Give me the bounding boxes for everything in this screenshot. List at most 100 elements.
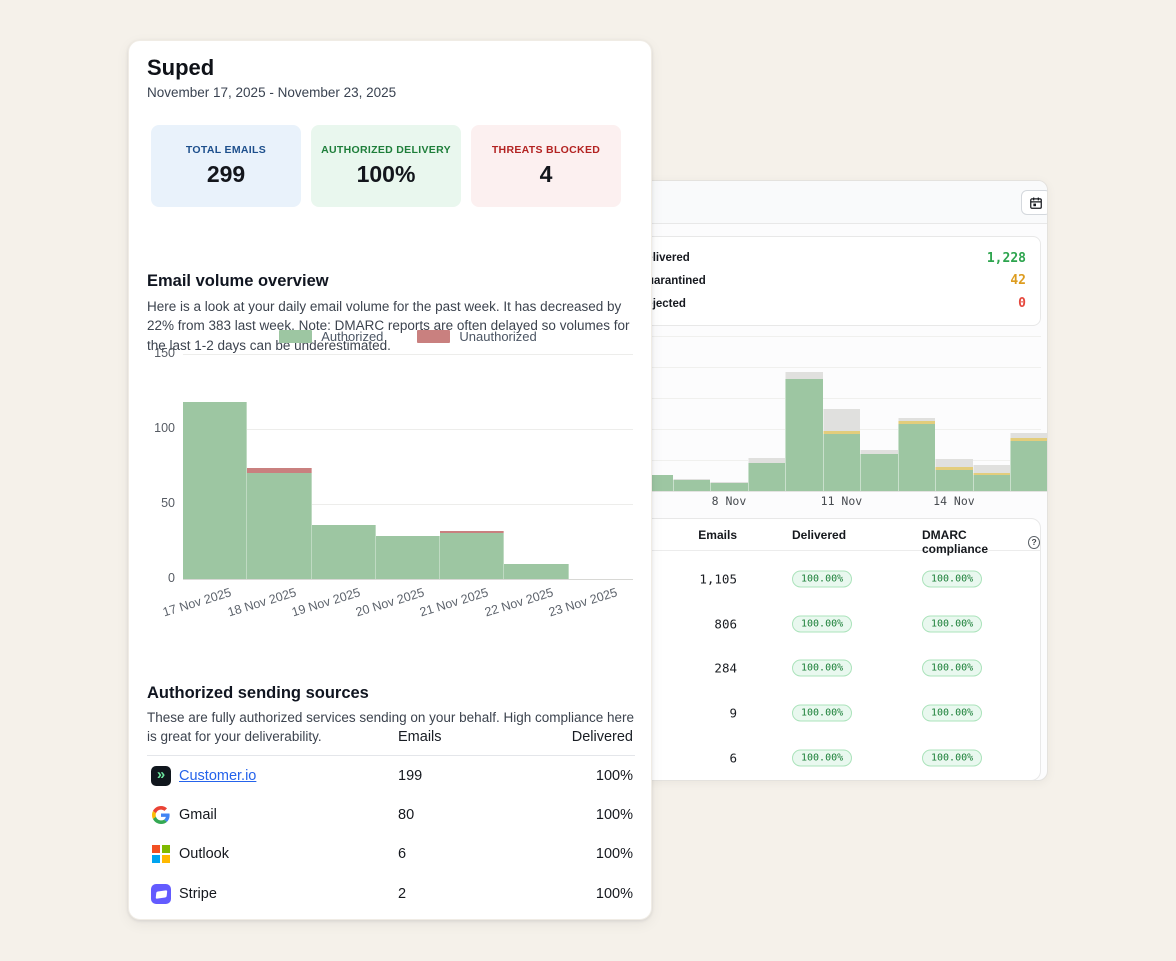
bar-delivered	[972, 475, 1011, 491]
y-axis-label: 150	[154, 346, 175, 360]
stat-value: 100%	[356, 160, 416, 187]
gridline	[609, 398, 1041, 399]
column-header-dmarc: DMARC compliance ?	[922, 528, 1040, 556]
bar-quarantined	[1010, 438, 1047, 441]
gridline	[183, 354, 633, 355]
gridline	[609, 336, 1041, 337]
table-row: 1,105 100.00% 100.00%	[622, 557, 1040, 602]
x-axis-label: 11 Nov	[820, 494, 863, 508]
dashboard-topbar	[601, 181, 1047, 224]
cell-emails: 2	[398, 885, 407, 902]
stat-value: 1,228	[986, 250, 1026, 266]
table-row: 284 100.00% 100.00%	[622, 646, 1040, 691]
help-circle-icon[interactable]: ?	[1028, 535, 1040, 549]
sources-section-description: These are fully authorized services send…	[147, 710, 635, 745]
cell-emails: 806	[714, 616, 737, 632]
bar-delivered	[1010, 441, 1047, 491]
delivered-badge: 100.00%	[792, 704, 853, 722]
cell-delivered: 100%	[595, 767, 633, 784]
legend-swatch-unauthorized	[417, 330, 451, 343]
stripe-icon	[151, 883, 171, 904]
x-axis-label-text: 17 Nov 2025	[161, 585, 234, 620]
dmarc-header-label: DMARC compliance	[922, 528, 989, 556]
outlook-icon	[152, 845, 170, 864]
sources-table-header: Emails Delivered	[147, 721, 635, 756]
ms-square	[152, 855, 160, 864]
stat-value: 42	[1010, 273, 1026, 289]
ms-square	[162, 845, 170, 854]
source-row: Outlook 6 100%	[147, 835, 635, 874]
table-row: 806 100.00% 100.00%	[622, 602, 1040, 647]
bar-other	[785, 372, 823, 379]
bar-other	[710, 482, 748, 483]
dmarc-table-header: Emails Delivered DMARC compliance ?	[622, 519, 1040, 556]
bar-authorized	[311, 525, 376, 579]
cell-emails: 284	[714, 660, 737, 676]
x-axis-label-text: 18 Nov 2025	[225, 585, 298, 620]
delivered-badge: 100.00%	[792, 659, 853, 677]
source-name[interactable]: Customer.io	[179, 767, 257, 784]
dmarc-badge: 100.00%	[922, 570, 983, 588]
stat-row-rejected: Rejected 0	[638, 296, 1026, 311]
gridline	[609, 367, 1041, 368]
x-axis-label-text: 19 Nov 2025	[289, 585, 362, 620]
x-axis-label-text: 23 Nov 2025	[547, 585, 619, 620]
bar-other	[672, 479, 711, 480]
cell-delivered: 100%	[595, 807, 633, 824]
dmarc-table-body: 1,105 100.00% 100.00% 806 100.00% 100.00% 284 1…	[622, 551, 1040, 780]
bar-authorized	[247, 472, 312, 579]
gmail-icon	[152, 806, 170, 825]
x-axis-line	[183, 579, 633, 580]
x-axis-label-text: 20 Nov 2025	[354, 585, 427, 620]
delivered-badge: 100.00%	[792, 570, 853, 588]
bar-other	[972, 465, 1011, 473]
x-axis-label-text: 21 Nov 2025	[418, 585, 491, 620]
table-row: 6 100.00% 100.00%	[622, 735, 1040, 780]
bar-quarantined	[972, 473, 1011, 475]
bar-other	[747, 458, 786, 463]
delivered-badge: 100.00%	[792, 615, 853, 633]
volume-section-description: Here is a look at your daily email volum…	[147, 299, 630, 353]
source-icon-wrap	[151, 883, 171, 904]
bar-unauthorized	[440, 531, 505, 533]
y-axis-label: 50	[161, 496, 175, 510]
bar-authorized	[375, 535, 441, 579]
bar-other	[1010, 433, 1047, 438]
cell-delivered: 100%	[595, 885, 633, 902]
bar-quarantined	[822, 431, 861, 434]
bar-delivered	[860, 454, 898, 491]
x-axis-label: 14 Nov	[933, 494, 975, 508]
bar-other	[935, 459, 973, 467]
source-row: » Customer.io 199 100%	[147, 756, 635, 795]
ms-square	[152, 845, 160, 854]
bar-authorized	[440, 532, 505, 579]
volume-section-heading: Email volume overview	[147, 272, 329, 290]
x-axis-line	[601, 491, 1047, 492]
bar-delivered	[672, 480, 711, 491]
stat-total-emails: TOTAL EMAILS 299	[151, 125, 301, 207]
sources-table: Emails Delivered » Customer.io 199 100% Gmai…	[147, 721, 635, 914]
y-axis-label: 0	[168, 571, 175, 585]
bar-delivered	[747, 463, 786, 491]
dmarc-badge: 100.00%	[922, 615, 983, 633]
dashboard-volume-chart: 8 Nov 11 Nov 14 Nov	[601, 331, 1047, 509]
bar-delivered	[897, 424, 936, 491]
bar-unauthorized	[247, 468, 312, 473]
report-card: Suped November 17, 2025 - November 23, 2…	[128, 40, 652, 920]
sources-section-heading: Authorized sending sources	[147, 684, 369, 702]
delivered-badge: 100.00%	[792, 749, 853, 767]
cell-delivered: 100%	[595, 846, 633, 863]
bar-delivered	[822, 434, 861, 491]
cell-emails: 199	[398, 767, 423, 784]
date-range-button[interactable]	[1021, 190, 1047, 215]
stat-label: TOTAL EMAILS	[185, 144, 267, 157]
column-header-delivered: Delivered	[792, 528, 847, 542]
source-name: Outlook	[179, 846, 229, 863]
legend-item: Unauthorized	[417, 329, 537, 344]
customerio-icon: »	[151, 765, 171, 786]
bar-quarantined	[935, 467, 973, 470]
legend-label: Unauthorized	[459, 329, 537, 344]
bar-other	[860, 450, 898, 454]
column-header-emails: Emails	[698, 528, 737, 542]
y-axis-label: 100	[154, 421, 175, 435]
